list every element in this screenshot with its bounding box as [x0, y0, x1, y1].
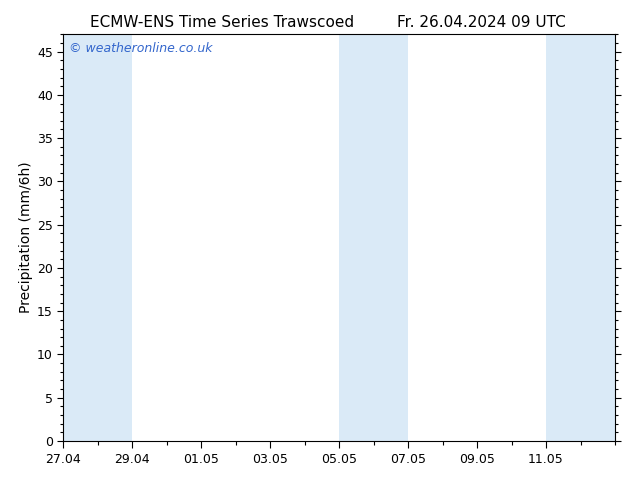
Y-axis label: Precipitation (mm/6h): Precipitation (mm/6h) — [19, 162, 33, 314]
Text: Fr. 26.04.2024 09 UTC: Fr. 26.04.2024 09 UTC — [398, 15, 566, 30]
Text: © weatheronline.co.uk: © weatheronline.co.uk — [69, 43, 212, 55]
Bar — [339, 34, 408, 441]
Bar — [546, 34, 615, 441]
Bar — [63, 34, 133, 441]
Text: ECMW-ENS Time Series Trawscoed: ECMW-ENS Time Series Trawscoed — [90, 15, 354, 30]
